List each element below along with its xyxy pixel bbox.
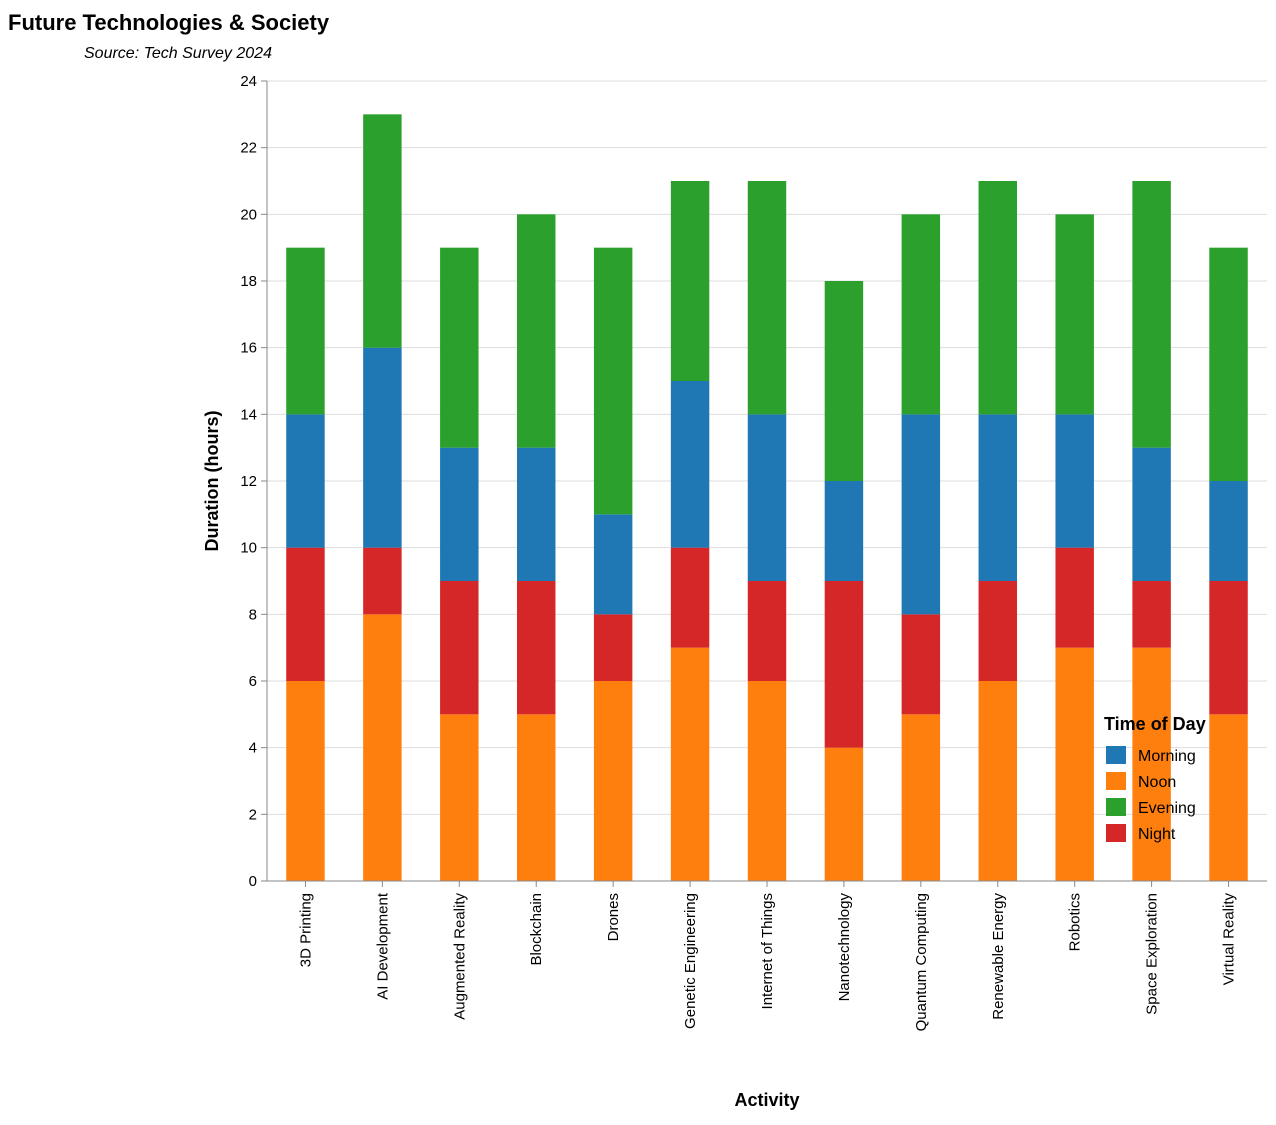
y-tick-label: 16 xyxy=(240,340,257,357)
bar-segment-night xyxy=(670,547,710,648)
bar-segment-night xyxy=(824,581,864,748)
y-tick-label: 18 xyxy=(240,273,257,290)
x-tick-label: Internet of Things xyxy=(759,893,776,1009)
legend-label-night: Night xyxy=(1138,826,1176,843)
bar-segment-night xyxy=(440,581,479,715)
legend-swatch-night xyxy=(1106,824,1126,842)
legend: Time of Day Morning Noon Evening Night xyxy=(1104,714,1206,843)
bar-segment-noon xyxy=(978,681,1017,881)
chart-subtitle: Source: Tech Survey 2024 xyxy=(84,45,272,62)
x-tick-label: Blockchain xyxy=(528,893,545,966)
x-tick-label: Drones xyxy=(605,893,622,941)
x-tick-label: Genetic Engineering xyxy=(682,893,699,1029)
bar-segment-evening xyxy=(1209,247,1248,481)
bar-segment-night xyxy=(1132,581,1171,648)
bar-segment-morning xyxy=(670,381,710,548)
bar-segment-noon xyxy=(286,681,325,881)
legend-label-noon: Noon xyxy=(1138,774,1176,791)
x-tick-label: 3D Printing xyxy=(297,893,314,967)
bar-segment-evening xyxy=(286,247,325,415)
x-tick-label: Renewable Energy xyxy=(990,893,1007,1020)
bar-segment-morning xyxy=(824,481,864,581)
y-tick-label: 8 xyxy=(249,606,257,623)
bar-segment-evening xyxy=(747,181,787,415)
bar-segment-night xyxy=(593,614,633,681)
y-tick-label: 24 xyxy=(240,73,257,90)
bar-segment-morning xyxy=(747,414,787,581)
bar-segment-noon xyxy=(824,747,864,881)
bar-segment-morning xyxy=(363,347,402,548)
bar-segment-night xyxy=(517,581,556,715)
bar-segment-noon xyxy=(440,714,479,881)
y-tick-label: 0 xyxy=(249,873,257,890)
bar-segment-evening xyxy=(440,247,479,448)
x-tick-label: Nanotechnology xyxy=(836,893,853,1002)
x-axis-title: Activity xyxy=(734,1090,799,1110)
bar-segment-evening xyxy=(1132,181,1171,448)
bar-segment-morning xyxy=(1132,447,1171,581)
y-tick-label: 2 xyxy=(249,806,257,823)
legend-swatch-evening xyxy=(1106,798,1126,816)
bar-segment-evening xyxy=(824,281,864,481)
bars xyxy=(286,114,1248,881)
chart-title: Future Technologies & Society xyxy=(8,10,330,35)
bar-segment-night xyxy=(747,581,787,681)
bar-segment-noon xyxy=(1209,714,1248,881)
bar-segment-noon xyxy=(670,647,710,881)
bar-segment-morning xyxy=(1209,481,1248,581)
bar-segment-noon xyxy=(1055,647,1094,881)
legend-swatch-noon xyxy=(1106,772,1126,790)
bar-segment-evening xyxy=(363,114,402,348)
bar-segment-noon xyxy=(1132,647,1171,881)
bar-segment-morning xyxy=(901,414,941,615)
legend-swatch-morning xyxy=(1106,746,1126,764)
bar-segment-noon xyxy=(517,714,556,881)
legend-title: Time of Day xyxy=(1104,714,1206,734)
bar-segment-noon xyxy=(363,614,402,881)
y-axis-title: Duration (hours) xyxy=(202,411,222,552)
x-tick-label: Virtual Reality xyxy=(1221,893,1238,986)
bar-segment-evening xyxy=(901,214,941,415)
bar-segment-night xyxy=(1055,547,1094,648)
bar-segment-morning xyxy=(1055,414,1094,548)
x-tick-label: Robotics xyxy=(1067,893,1084,951)
y-tick-label: 20 xyxy=(240,206,257,223)
bar-segment-noon xyxy=(593,681,633,881)
y-tick-label: 10 xyxy=(240,540,257,557)
bar-segment-night xyxy=(286,547,325,681)
y-tick-label: 22 xyxy=(240,140,257,157)
x-tick-label: AI Development xyxy=(374,892,391,1000)
bar-segment-morning xyxy=(286,414,325,548)
bar-segment-noon xyxy=(901,714,941,881)
bar-segment-night xyxy=(1209,581,1248,715)
legend-label-morning: Morning xyxy=(1138,748,1196,765)
bar-segment-night xyxy=(363,547,402,615)
bar-segment-morning xyxy=(517,447,556,581)
y-tick-label: 14 xyxy=(240,406,257,423)
bar-segment-morning xyxy=(978,414,1017,581)
y-tick-label: 12 xyxy=(240,473,257,490)
bar-segment-evening xyxy=(1055,214,1094,415)
bar-segment-evening xyxy=(517,214,556,448)
y-tick-label: 6 xyxy=(249,673,257,690)
bar-segment-morning xyxy=(593,514,633,615)
legend-label-evening: Evening xyxy=(1138,800,1196,817)
bar-segment-morning xyxy=(440,447,479,581)
x-tick-label: Augmented Reality xyxy=(451,893,468,1020)
bar-segment-night xyxy=(978,581,1017,681)
x-tick-label: Quantum Computing xyxy=(913,893,930,1031)
bar-segment-evening xyxy=(670,181,710,381)
bar-segment-night xyxy=(901,614,941,715)
bar-segment-evening xyxy=(593,247,633,515)
bar-segment-evening xyxy=(978,181,1017,415)
x-tick-label: Space Exploration xyxy=(1144,893,1161,1015)
bar-segment-noon xyxy=(747,681,787,881)
y-tick-label: 4 xyxy=(249,740,257,757)
